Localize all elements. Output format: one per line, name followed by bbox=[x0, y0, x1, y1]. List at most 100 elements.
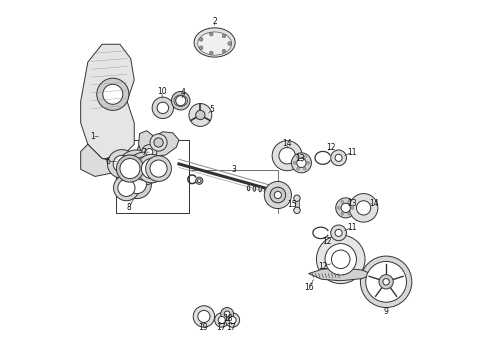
Circle shape bbox=[341, 201, 344, 203]
Circle shape bbox=[222, 34, 226, 38]
Text: 14: 14 bbox=[282, 139, 292, 148]
Circle shape bbox=[360, 256, 412, 307]
Circle shape bbox=[198, 310, 210, 323]
Text: 11: 11 bbox=[347, 148, 357, 157]
Circle shape bbox=[128, 152, 161, 185]
Circle shape bbox=[193, 306, 215, 327]
Circle shape bbox=[107, 150, 136, 178]
Circle shape bbox=[117, 155, 144, 182]
Circle shape bbox=[176, 96, 186, 106]
Circle shape bbox=[210, 51, 213, 55]
Circle shape bbox=[122, 155, 149, 182]
Text: 1: 1 bbox=[90, 132, 95, 141]
Circle shape bbox=[348, 212, 350, 215]
Circle shape bbox=[123, 170, 151, 199]
Circle shape bbox=[356, 201, 371, 215]
Text: 13: 13 bbox=[347, 199, 357, 208]
Circle shape bbox=[218, 316, 225, 324]
Circle shape bbox=[189, 104, 212, 126]
Ellipse shape bbox=[194, 28, 235, 57]
Circle shape bbox=[264, 181, 292, 208]
Text: 7: 7 bbox=[142, 148, 147, 157]
Circle shape bbox=[146, 149, 153, 156]
Circle shape bbox=[196, 177, 203, 184]
Circle shape bbox=[143, 145, 156, 159]
Circle shape bbox=[335, 154, 342, 161]
Circle shape bbox=[326, 244, 356, 274]
Circle shape bbox=[296, 167, 299, 170]
Circle shape bbox=[137, 154, 166, 183]
Text: 10: 10 bbox=[157, 87, 167, 96]
Circle shape bbox=[292, 153, 312, 173]
Circle shape bbox=[348, 201, 350, 203]
Text: 12: 12 bbox=[322, 237, 332, 246]
Circle shape bbox=[270, 187, 286, 203]
Polygon shape bbox=[309, 268, 372, 281]
Circle shape bbox=[331, 225, 346, 241]
Circle shape bbox=[142, 145, 157, 159]
Text: 12: 12 bbox=[326, 143, 336, 152]
Text: 5: 5 bbox=[210, 105, 215, 114]
Circle shape bbox=[336, 198, 356, 218]
Circle shape bbox=[172, 91, 190, 110]
Circle shape bbox=[270, 188, 285, 202]
Circle shape bbox=[331, 150, 346, 166]
Text: 13: 13 bbox=[295, 154, 305, 163]
Circle shape bbox=[325, 244, 356, 275]
Circle shape bbox=[293, 161, 296, 164]
Text: 12: 12 bbox=[318, 262, 328, 271]
Circle shape bbox=[229, 316, 236, 324]
Ellipse shape bbox=[253, 186, 256, 191]
Circle shape bbox=[338, 206, 341, 209]
Text: 18: 18 bbox=[223, 314, 233, 323]
Circle shape bbox=[366, 261, 407, 302]
Text: 17: 17 bbox=[226, 323, 236, 332]
Polygon shape bbox=[81, 144, 120, 176]
Circle shape bbox=[199, 37, 203, 41]
Circle shape bbox=[222, 49, 226, 53]
Text: 3: 3 bbox=[232, 166, 237, 175]
Text: 9: 9 bbox=[384, 307, 389, 316]
Circle shape bbox=[120, 158, 140, 179]
Text: 4: 4 bbox=[181, 88, 186, 97]
Text: 17: 17 bbox=[216, 323, 225, 332]
Circle shape bbox=[297, 158, 306, 167]
Circle shape bbox=[157, 102, 169, 113]
Circle shape bbox=[349, 194, 378, 222]
Circle shape bbox=[215, 313, 229, 327]
Circle shape bbox=[279, 148, 295, 164]
Text: 2: 2 bbox=[212, 17, 217, 26]
Circle shape bbox=[154, 138, 163, 147]
Circle shape bbox=[224, 311, 230, 317]
Text: 11: 11 bbox=[347, 222, 357, 231]
Circle shape bbox=[137, 140, 161, 164]
Circle shape bbox=[303, 167, 306, 170]
Circle shape bbox=[307, 161, 310, 164]
Circle shape bbox=[274, 192, 281, 199]
Circle shape bbox=[152, 97, 173, 118]
Text: 14: 14 bbox=[369, 199, 379, 208]
Circle shape bbox=[114, 175, 139, 201]
Circle shape bbox=[383, 279, 390, 285]
Text: 8: 8 bbox=[126, 203, 131, 212]
Circle shape bbox=[335, 229, 342, 237]
Ellipse shape bbox=[270, 188, 273, 193]
Circle shape bbox=[294, 207, 300, 213]
Circle shape bbox=[341, 203, 350, 212]
Circle shape bbox=[97, 78, 129, 111]
Circle shape bbox=[118, 179, 135, 197]
Circle shape bbox=[317, 235, 365, 284]
Circle shape bbox=[197, 179, 201, 183]
Bar bbox=[295, 198, 298, 210]
Circle shape bbox=[220, 307, 234, 320]
Circle shape bbox=[196, 111, 205, 120]
Circle shape bbox=[150, 160, 167, 177]
Circle shape bbox=[132, 157, 156, 180]
Circle shape bbox=[128, 175, 147, 194]
Circle shape bbox=[296, 156, 299, 158]
Circle shape bbox=[341, 212, 344, 215]
Circle shape bbox=[210, 32, 213, 36]
Circle shape bbox=[225, 313, 240, 327]
Circle shape bbox=[103, 84, 123, 104]
Circle shape bbox=[113, 156, 130, 172]
